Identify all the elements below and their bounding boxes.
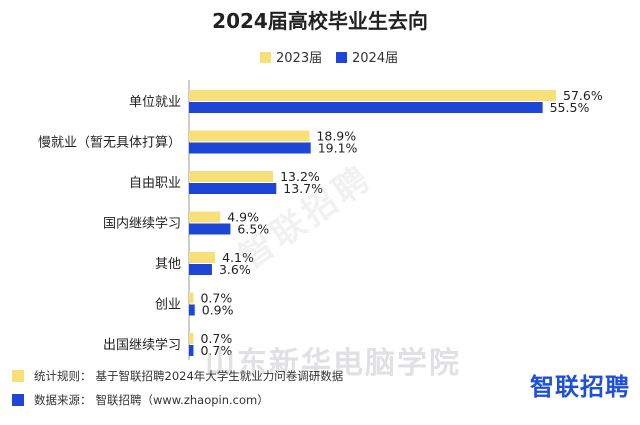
bar-2024 [189, 223, 231, 235]
bar-2023 [189, 130, 310, 142]
data-label: 13.2% [280, 169, 320, 184]
data-label: 57.6% [563, 88, 603, 103]
data-label: 4.1% [222, 250, 254, 265]
chart-svg: 2024届高校毕业生去向 2023届 2024届 单位就业 57.6%55.5% 慢就… [38, 9, 603, 360]
bar-2023 [189, 333, 194, 344]
bar-2024 [189, 183, 277, 194]
data-label: 6.5% [237, 222, 269, 237]
bar-2023 [189, 292, 194, 304]
footer-rule-swatch [12, 370, 24, 382]
bar-2023 [189, 211, 221, 223]
bar-2023 [189, 90, 556, 101]
bar-2024 [189, 345, 194, 356]
footer-source-row: 数据来源： 智联招聘（www.zhaopin.com） [12, 392, 269, 408]
legend-label-0: 2023届 [276, 51, 322, 66]
bar-2024 [189, 102, 543, 113]
bar-2024 [189, 304, 195, 316]
data-label: 0.7% [200, 331, 232, 346]
plot-area: 单位就业 57.6%55.5% 慢就业（暂无具体打算） 18.9%19.1% 自由职业 1… [38, 88, 603, 358]
category-label: 国内继续学习 [103, 216, 181, 232]
category-label: 自由职业 [129, 176, 181, 191]
data-label: 3.6% [219, 262, 251, 277]
chart-title: 2024届高校毕业生去向 [212, 9, 428, 33]
data-label: 55.5% [550, 100, 590, 115]
footer-rule-text: 基于智联招聘2024年大学生就业力问卷调研数据 [95, 369, 344, 383]
data-label: 0.7% [200, 343, 232, 358]
category-label: 出国继续学习 [103, 337, 181, 353]
category-label: 单位就业 [129, 95, 181, 110]
zhaopin-logo: 智联招聘 [530, 373, 630, 401]
legend-label-1: 2024届 [352, 51, 398, 66]
data-label: 0.9% [202, 303, 234, 318]
data-label: 19.1% [318, 141, 358, 156]
footer-rule-row: 统计规则： 基于智联招聘2024年大学生就业力问卷调研数据 [12, 368, 343, 384]
footer-source-label: 数据来源： [34, 393, 92, 407]
legend-swatch-1 [336, 52, 347, 63]
bar-2023 [189, 171, 274, 182]
bar-2024 [189, 142, 311, 154]
footer-rule-label: 统计规则： [34, 369, 92, 383]
data-label: 18.9% [316, 129, 356, 144]
category-label: 慢就业（暂无具体打算） [38, 135, 181, 151]
footer-source-text: 智联招聘（www.zhaopin.com） [95, 393, 269, 407]
data-label: 4.9% [227, 210, 259, 225]
footer-source-swatch [12, 394, 24, 406]
legend-swatch-0 [260, 52, 271, 63]
bar-2024 [189, 264, 212, 275]
category-label: 创业 [155, 298, 181, 313]
data-label: 13.7% [283, 181, 323, 196]
category-label: 其他 [155, 257, 181, 272]
data-label: 0.7% [200, 291, 232, 306]
legend: 2023届 2024届 [260, 51, 398, 66]
bar-2023 [189, 252, 216, 263]
